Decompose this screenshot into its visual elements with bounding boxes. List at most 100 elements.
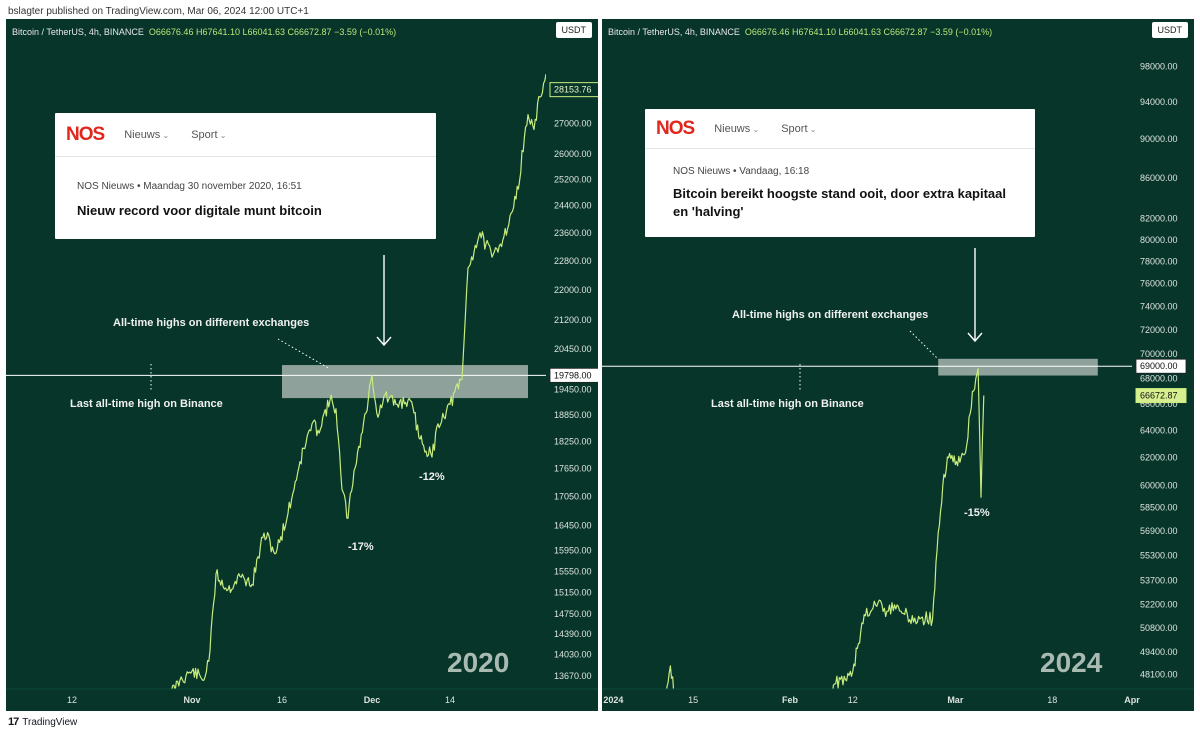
y-tick-label: 13670.00 xyxy=(554,671,592,681)
drop-label-17: -17% xyxy=(348,541,374,553)
publisher-line: bslagter published on TradingView.com, M… xyxy=(8,6,309,17)
x-tick-label: 15 xyxy=(688,695,698,705)
y-tick-label: 23600.00 xyxy=(554,228,592,238)
y-tick-label: 74000.00 xyxy=(1140,301,1178,311)
y-tick-label: 14390.00 xyxy=(554,629,592,639)
symbol-label: Bitcoin / TetherUS, 4h, BINANCE xyxy=(12,27,144,37)
annotation-arrow-head xyxy=(376,336,392,347)
y-tick-label: 55300.00 xyxy=(1140,550,1178,560)
y-tick-label: 22800.00 xyxy=(554,256,592,266)
x-tick-label: 2024 xyxy=(603,695,623,705)
price-line-label: 69000.00 xyxy=(1140,361,1178,371)
annotation-exchanges: All-time highs on different exchanges xyxy=(732,309,929,321)
symbol-label: Bitcoin / TetherUS, 4h, BINANCE xyxy=(608,27,740,37)
y-tick-label: 58500.00 xyxy=(1140,502,1178,512)
currency-selector[interactable]: USDT xyxy=(1151,22,1188,38)
annotation-binance: Last all-time high on Binance xyxy=(711,398,864,410)
ath-zone xyxy=(282,365,528,399)
y-tick-label: 50800.00 xyxy=(1140,623,1178,633)
y-tick-label: 80000.00 xyxy=(1140,235,1178,245)
current-price-label: 28153.76 xyxy=(554,85,592,95)
price-line-tag xyxy=(549,367,598,383)
y-tick-label: 24400.00 xyxy=(554,201,592,211)
y-tick-label: 14030.00 xyxy=(554,650,592,660)
exchanges-leader xyxy=(277,338,331,370)
y-tick-label: 16450.00 xyxy=(554,521,592,531)
drop-label-12: -12% xyxy=(419,471,445,483)
news-headline[interactable]: Bitcoin bereikt hoogste stand ooit, door… xyxy=(673,186,1006,219)
y-tick-label: 66000.00 xyxy=(1140,399,1178,409)
chart-panel-2020[interactable]: 13670.00 14030.00 14390.00 14750.00 15150.00… xyxy=(6,19,598,711)
y-tick-label: 56900.00 xyxy=(1140,526,1178,536)
y-tick-label: 17050.00 xyxy=(554,492,592,502)
x-tick-label: 14 xyxy=(445,695,455,705)
y-tick-label: 15550.00 xyxy=(554,566,592,576)
y-tick-label: 14750.00 xyxy=(554,609,592,619)
year-label: 2024 xyxy=(1040,647,1103,678)
current-price-label: 66672.87 xyxy=(1140,391,1178,401)
y-tick-label: 64000.00 xyxy=(1140,426,1178,436)
y-tick-label: 19450.00 xyxy=(554,385,592,395)
chart-panel-2024[interactable]: 48100.00 49400.00 50800.00 52200.00 53700.00… xyxy=(602,19,1194,711)
time-axis-bg xyxy=(6,689,598,711)
price-axis-bg xyxy=(546,19,598,711)
news-card-header: NOS Nieuws Sport xyxy=(645,109,1035,149)
annotation-exchanges: All-time highs on different exchanges xyxy=(113,317,310,329)
news-meta: NOS Nieuws • Maandag 30 november 2020, 1… xyxy=(77,181,302,192)
ohlc-values: O66676.46 H67641.10 L66041.63 C66672.87 … xyxy=(148,27,397,37)
current-price-tag xyxy=(1135,388,1187,404)
nav-news[interactable]: Nieuws xyxy=(714,123,759,135)
price-series xyxy=(167,73,547,701)
y-tick-label: 22000.00 xyxy=(554,285,592,295)
y-tick-label: 49400.00 xyxy=(1140,647,1178,657)
price-chart-2020[interactable]: 13670.00 14030.00 14390.00 14750.00 15150.00… xyxy=(6,19,598,711)
y-tick-label: 18250.00 xyxy=(554,436,592,446)
y-tick-label: 21200.00 xyxy=(554,315,592,325)
chart-legend: Bitcoin / TetherUS, 4h, BINANCE O66676.4… xyxy=(12,27,396,37)
nav-sport[interactable]: Sport xyxy=(781,123,816,135)
news-meta: NOS Nieuws • Vandaag, 16:18 xyxy=(673,166,810,177)
x-tick-label: 12 xyxy=(67,695,77,705)
news-card[interactable]: NOS Nieuws Sport NOS Nieuws • Vandaag, 1… xyxy=(645,109,1035,237)
x-tick-label: Dec xyxy=(364,695,381,705)
news-card[interactable]: NOS Nieuws Sport NOS Nieuws • Maandag 30… xyxy=(55,113,436,239)
y-tick-label: 72000.00 xyxy=(1140,325,1178,335)
y-tick-label: 98000.00 xyxy=(1140,61,1178,71)
nav-sport[interactable]: Sport xyxy=(191,129,226,141)
y-tick-label: 15150.00 xyxy=(554,587,592,597)
y-tick-label: 86000.00 xyxy=(1140,173,1178,183)
y-tick-label: 53700.00 xyxy=(1140,576,1178,586)
tradingview-brand: TradingView xyxy=(22,716,78,728)
news-headline[interactable]: Nieuw record voor digitale munt bitcoin xyxy=(77,203,322,218)
y-tick-label: 90000.00 xyxy=(1140,134,1178,144)
nos-logo: NOS xyxy=(656,117,695,139)
currency-selector[interactable]: USDT xyxy=(555,22,592,38)
y-tick-label: 48100.00 xyxy=(1140,670,1178,680)
x-tick-label: 18 xyxy=(1047,695,1057,705)
nav-news[interactable]: Nieuws xyxy=(124,129,169,141)
exchanges-leader xyxy=(909,330,939,360)
x-tick-label: 12 xyxy=(848,695,858,705)
y-tick-label: 26000.00 xyxy=(554,149,592,159)
tradingview-logo-icon: 17 xyxy=(8,716,19,728)
y-tick-label: 62000.00 xyxy=(1140,453,1178,463)
drop-label-15: -15% xyxy=(964,507,990,519)
y-tick-label: 82000.00 xyxy=(1140,214,1178,224)
y-tick-label: 60000.00 xyxy=(1140,481,1178,491)
ath-zone xyxy=(938,358,1098,376)
news-card-header: NOS Nieuws Sport xyxy=(55,113,436,157)
y-tick-label: 15950.00 xyxy=(554,546,592,556)
x-tick-label: Nov xyxy=(183,695,200,705)
x-tick-label: Feb xyxy=(782,695,799,705)
y-tick-label: 76000.00 xyxy=(1140,279,1178,289)
annotation-arrow-head xyxy=(967,332,983,343)
y-tick-label: 25200.00 xyxy=(554,175,592,185)
nos-logo: NOS xyxy=(66,123,105,145)
y-tick-label: 20450.00 xyxy=(554,344,592,354)
price-line-tag xyxy=(1135,358,1187,374)
tradingview-footer[interactable]: 17 TradingView xyxy=(8,714,77,730)
y-tick-label: 94000.00 xyxy=(1140,97,1178,107)
price-series xyxy=(664,368,985,711)
chart-legend: Bitcoin / TetherUS, 4h, BINANCE O66676.4… xyxy=(608,27,992,37)
price-chart-2024[interactable]: 48100.00 49400.00 50800.00 52200.00 53700.00… xyxy=(602,19,1194,711)
